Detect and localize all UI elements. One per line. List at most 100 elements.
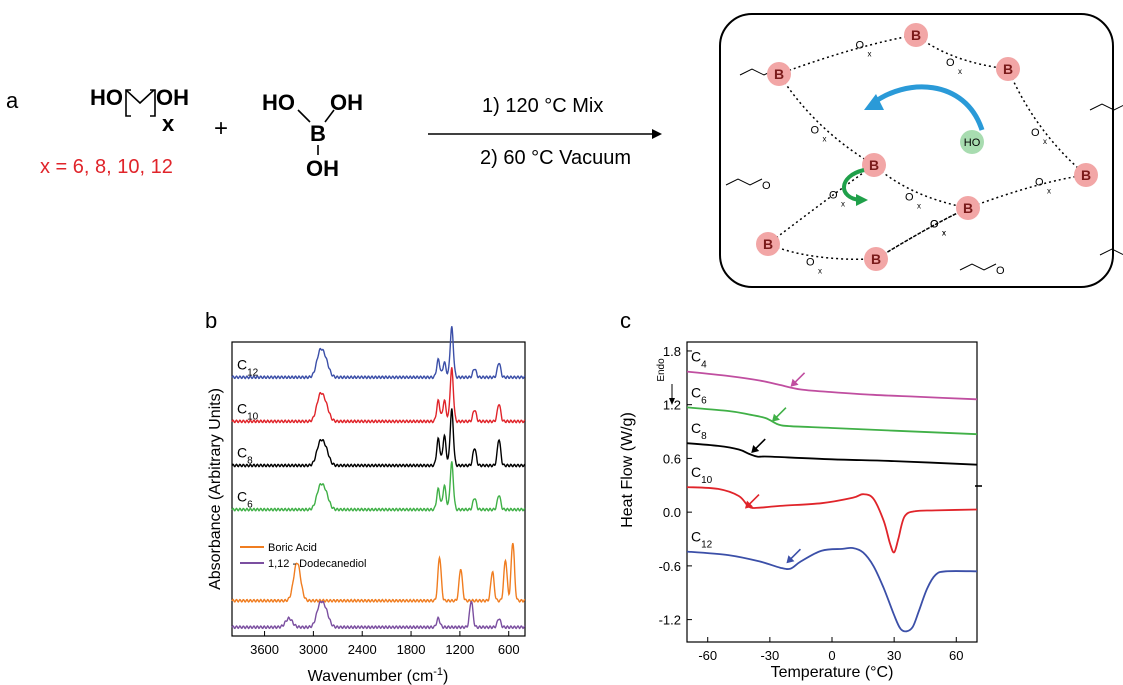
dsc-series-label: C12 [691,529,713,551]
boron-label: B [871,251,881,267]
hydroxyl-node [960,130,984,154]
ir-spectra [231,326,526,630]
boron-label: B [763,236,773,252]
network-link [915,34,1009,70]
dsc-x-tick-label: 30 [887,648,901,663]
dsc-y-tick-label: -1.2 [659,613,681,628]
network-chain-end [959,263,997,271]
network-x: x [818,267,822,276]
dsc-arrowhead [751,445,760,454]
dsc-y-tick-label: 0.0 [663,505,681,520]
ir-spectrum-line [231,326,526,380]
network-oxygen: O [905,192,914,204]
hydroxyl-label: HO [964,137,981,149]
dsc-x-tick-label: -30 [760,648,779,663]
ir-series-label: C8 [237,444,253,466]
panel-b-label: b [205,308,217,333]
dsc-y-axis-label: Heat Flow (W/g) [619,412,636,528]
x-values: x = 6, 8, 10, 12 [40,156,173,178]
network-oxygen: O [946,57,955,69]
diol-subscript: x [162,111,175,136]
dsc-series-label: C10 [691,464,713,486]
network-x: x [958,67,962,76]
panel-b: b 3600 3000 2400 1800 1200 600 C12 C10 C8 C6 Abs… [205,308,526,685]
dsc-arrowhead [790,378,799,387]
ir-spectrum-line [231,542,526,603]
dsc-curve [686,370,978,401]
network-link [778,73,875,166]
plus-sign: + [214,115,228,142]
legend-label-boric: Boric Acid [268,542,317,554]
ir-spectrum-line [231,461,526,512]
network-diagram: OxOxOxOxOxOxOxOxOxOxOOOOOBBBBBBBBHO [725,23,1123,277]
dsc-series-label: C4 [691,349,707,371]
reaction-arrowhead [652,129,662,139]
ir-x-tick-label: 600 [498,642,520,657]
network-x: x [942,229,946,238]
boron-node [862,153,886,177]
network-oxygen: O [930,219,939,231]
dsc-x-tick-label: 0 [828,648,835,663]
panel-c: c -60 -30 0 30 60 -1.2 -0.6 0.0 0.6 1.2 1.8 C4 C6 C8… [619,308,982,681]
step-2: 2) 60 °C Vacuum [480,147,631,169]
dsc-axes: -60 -30 0 30 60 -1.2 -0.6 0.0 0.6 1.2 1.8 [659,344,964,663]
network-oxygen: O [996,265,1005,277]
dsc-y-tick-label: 1.8 [663,344,681,359]
ir-x-axis-label: Wavenumber (cm-1) [308,666,449,685]
diol-ho: HO [90,85,123,110]
network-x: x [868,50,872,59]
diol-bracket-left [125,89,131,117]
network-box [719,13,1114,288]
panel-c-label: c [620,308,631,333]
ir-plot-frame [231,341,526,637]
network-chain-end [725,178,763,186]
exchange-arrowhead-green [856,194,868,206]
ir-series-label: C6 [237,489,253,511]
boric-bond-left [297,109,311,123]
ir-series-label: C10 [237,400,259,422]
network-chain-end [1099,248,1123,256]
ir-spectrum-line [231,600,526,630]
step-1: 1) 120 °C Mix [482,95,603,117]
ir-spectrum-line [231,367,526,424]
boron-node [904,23,928,47]
ir-x-tick-label: 1800 [397,642,426,657]
network-oxygen: O [829,190,838,202]
dsc-curve [686,486,978,554]
dsc-curve [686,442,978,466]
dsc-transition-arrows [745,372,806,564]
network-oxygen: O [811,125,820,137]
network-oxygen: O [1031,127,1040,139]
boron-label: B [869,157,879,173]
ir-y-axis-label: Absorbance (Arbitrary Units) [207,388,224,590]
network-oxygen: O [930,219,939,231]
network-oxygen: O [856,40,865,52]
dsc-curve [686,406,978,436]
dsc-series-label: C8 [691,420,707,442]
diol-bracket-right [150,89,156,117]
dsc-curve [686,546,978,633]
boron-node [1074,163,1098,187]
boron-node [767,62,791,86]
dsc-arrowhead [786,555,795,564]
endo-arrow-head [669,398,675,405]
dsc-y-tick-label: 0.6 [663,451,681,466]
legend-label-diol: 1,12 - Dodecanediol [268,558,366,570]
dsc-arrowhead [771,413,780,422]
boron-label: B [963,200,973,216]
ir-x-axis: 3600 3000 2400 1800 1200 600 [250,631,520,657]
ir-series-label: C12 [237,356,259,378]
boron-label: B [1081,167,1091,183]
boric-ho: HO [262,90,295,115]
dsc-curves [686,370,978,633]
boron-node [996,57,1020,81]
ir-series-labels: C12 C10 C8 C6 [237,356,259,510]
endo-label: Endo [656,358,667,382]
network-oxygen: O [806,257,815,269]
dsc-series-label: C6 [691,384,707,406]
boron-node [756,232,780,256]
exchange-arrow-green [842,168,865,202]
network-oxygen: O [762,180,771,192]
boric-bond-right [324,109,335,123]
